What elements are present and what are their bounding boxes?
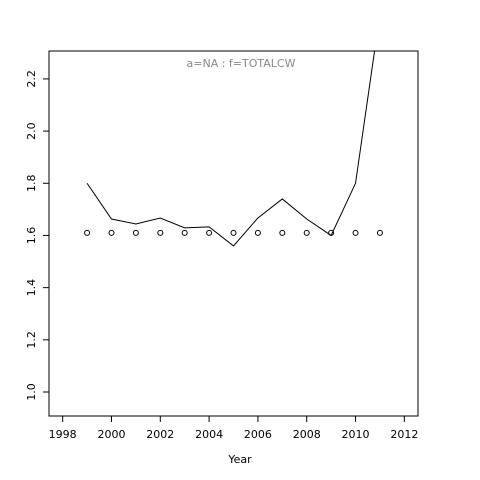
data-point [352, 229, 359, 236]
data-point [84, 229, 91, 236]
data-point [108, 229, 115, 236]
y-tick-label: 1.6 [25, 227, 38, 245]
data-point [157, 229, 164, 236]
data-point [376, 229, 383, 236]
x-tick-label: 2012 [390, 428, 418, 441]
data-point [328, 229, 335, 236]
x-tick-label: 2008 [293, 428, 321, 441]
x-tick-label: 2000 [97, 428, 125, 441]
x-tick-label: 2010 [342, 428, 370, 441]
x-tick-label: 2006 [244, 428, 272, 441]
x-axis-label: Year [227, 453, 252, 466]
y-tick-label: 1.2 [25, 331, 38, 349]
y-tick-label: 1.8 [25, 175, 38, 193]
data-point [132, 229, 139, 236]
x-tick-label: 1998 [49, 428, 77, 441]
x-tick-label: 2002 [146, 428, 174, 441]
x-tick-label: 2004 [195, 428, 223, 441]
data-line [86, 51, 376, 247]
data-point [181, 229, 188, 236]
chart-title: a=NA : f=TOTALCW [187, 57, 296, 70]
data-point [230, 229, 237, 236]
y-tick-label: 2.0 [25, 122, 38, 140]
y-tick-label: 1.0 [25, 383, 38, 401]
plot-frame [48, 50, 419, 417]
data-point [206, 229, 213, 236]
y-tick-label: 1.4 [25, 279, 38, 297]
data-point [254, 229, 261, 236]
plot-area [84, 51, 383, 247]
y-tick-label: 2.2 [25, 70, 38, 88]
data-point [279, 229, 286, 236]
data-point [303, 229, 310, 236]
